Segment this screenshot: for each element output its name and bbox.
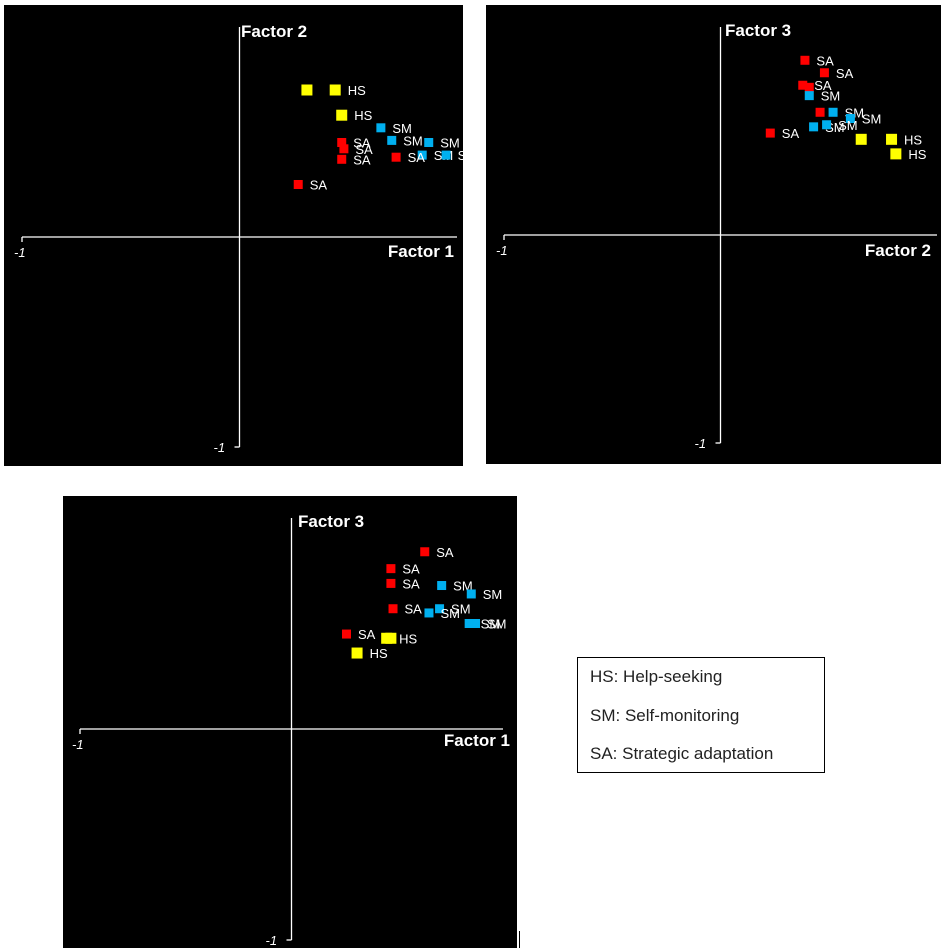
data-point-sa [815, 107, 825, 117]
data-point-sa [819, 68, 829, 78]
data-point-sa [391, 152, 401, 162]
data-point-hs [886, 133, 898, 145]
x-tick-label: -1 [72, 737, 84, 752]
point-label: SM [440, 606, 460, 621]
point-label: HS [354, 108, 372, 123]
point-label: HS [370, 646, 388, 661]
point-label: SM [838, 118, 858, 133]
data-point-sm [464, 619, 474, 628]
data-point-sm [376, 123, 386, 133]
y-axis-title: Factor 3 [725, 21, 791, 40]
scatter-panel-factor2-factor3: Factor 2 Factor 3 -1 -1 SA SA SA SA SM SM SM SM SM HS… [486, 5, 941, 464]
point-label: SM [458, 148, 463, 163]
point-label: SA [310, 178, 328, 193]
point-label: HS [348, 83, 366, 98]
point-label: SM [481, 617, 501, 632]
data-point-sm [424, 138, 434, 147]
point-label: SA [814, 78, 832, 93]
y-tick-label: -1 [266, 933, 278, 948]
point-label: HS [904, 132, 922, 147]
data-point-sm [417, 150, 427, 160]
data-point-sa [800, 55, 810, 65]
data-point-sm [471, 619, 481, 628]
point-label: SM [862, 112, 882, 127]
legend-item-strategic-adaptation: SA: Strategic adaptation [590, 744, 774, 763]
point-label: SA [405, 602, 423, 617]
point-label: SA [782, 126, 800, 141]
data-point-sm [822, 120, 832, 130]
point-label: HS [908, 147, 926, 162]
data-point-sm [828, 107, 838, 117]
scatter-panel-factor1-factor3: Factor 1 Factor 3 -1 -1 SA SA SA SA SA SM SM SM SM SM… [63, 496, 517, 948]
data-point-sm [466, 589, 476, 599]
x-axis-title: Factor 2 [865, 241, 931, 260]
point-label: SA [402, 576, 420, 591]
data-point-sm [809, 122, 819, 132]
data-point-hs [855, 133, 867, 145]
data-point-sa [388, 604, 398, 614]
point-label: SM [403, 133, 423, 148]
data-point-sm [845, 114, 855, 124]
point-label: SM [392, 121, 412, 136]
data-point-sm [424, 608, 434, 618]
point-label: SA [355, 142, 373, 157]
x-axis-title: Factor 1 [444, 731, 510, 750]
data-point-sa [798, 80, 808, 90]
point-label: SM [451, 602, 471, 617]
point-label: SA [353, 152, 371, 167]
data-point-sm [437, 581, 447, 591]
point-label: SM [483, 587, 503, 602]
data-point-hs [385, 632, 397, 644]
data-point-sm [387, 135, 397, 145]
data-point-sa [765, 128, 775, 138]
data-point-hs [301, 84, 313, 96]
point-label: SM [821, 89, 841, 104]
data-point-sa [337, 138, 347, 147]
data-point-sm [804, 91, 814, 101]
point-label: SM [487, 617, 507, 632]
legend-box: HS: Help-seeking SM: Self-monitoring SA:… [577, 657, 825, 773]
legend-item-self-monitoring: SM: Self-monitoring [590, 706, 740, 725]
point-label: SA [408, 150, 426, 165]
data-point-sa [339, 144, 349, 154]
point-label: SA [402, 562, 420, 577]
point-label: SA [436, 545, 454, 560]
point-label: SM [440, 136, 460, 151]
data-point-sa [341, 629, 351, 639]
y-axis-title: Factor 2 [241, 22, 307, 41]
y-axis-title: Factor 3 [298, 512, 364, 531]
x-axis-title: Factor 1 [388, 242, 454, 261]
point-label: SA [836, 66, 854, 81]
data-point-hs [890, 148, 902, 160]
point-label: HS [399, 631, 417, 646]
data-point-sa [804, 82, 814, 92]
data-point-sm [435, 604, 445, 614]
y-tick-label: -1 [695, 436, 707, 451]
legend-item-help-seeking: HS: Help-seeking [590, 667, 723, 686]
data-point-sa [386, 578, 396, 588]
data-point-sm [441, 150, 451, 160]
data-point-sa [337, 154, 347, 164]
divider-line [519, 931, 520, 948]
data-point-sa [386, 564, 396, 574]
y-tick-label: -1 [214, 440, 226, 455]
point-label: SA [353, 136, 371, 151]
data-point-sa [420, 547, 430, 557]
data-point-hs [351, 647, 363, 659]
point-label: SA [816, 53, 834, 68]
point-label: SA [358, 627, 376, 642]
data-point-hs [329, 84, 341, 96]
data-point-hs [336, 109, 348, 121]
x-tick-label: -1 [14, 245, 26, 260]
x-tick-label: -1 [496, 243, 508, 258]
data-point-sa [293, 180, 303, 189]
